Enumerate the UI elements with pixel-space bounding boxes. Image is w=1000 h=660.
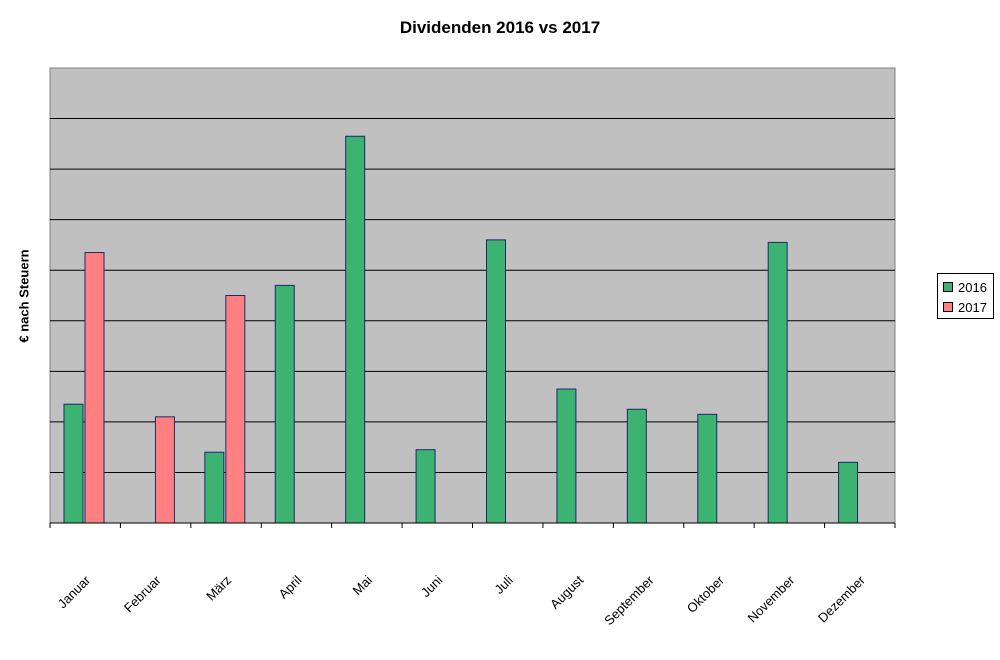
x-tick-label: November — [744, 572, 797, 625]
bar-2016-April — [274, 284, 295, 524]
x-axis-labels: Januar Februar März April Mai Juni Juli August S… — [55, 572, 869, 628]
x-tick-label: August — [547, 572, 586, 611]
x-tick-label: Dezember — [815, 572, 868, 625]
legend-item-2017: 2017 — [943, 297, 993, 317]
x-tick-label: Oktober — [684, 572, 728, 616]
bar-2016-August — [556, 388, 577, 524]
x-axis-ticks — [49, 522, 896, 528]
x-tick-label: Mai — [350, 572, 375, 597]
bar-2016-Oktober — [697, 413, 718, 524]
bar-2017-Februar — [154, 416, 175, 524]
y-axis-label: € nach Steuern — [16, 249, 32, 343]
x-tick-label: Juli — [491, 572, 515, 596]
gridlines — [50, 118, 895, 473]
plot-area — [49, 67, 896, 524]
chart-title: Dividenden 2016 vs 2017 — [399, 18, 601, 37]
bar-2016-Januar — [63, 403, 84, 524]
legend: 2016 2017 — [937, 273, 994, 319]
bar-2016-November — [767, 241, 788, 524]
bar-2016-Dezember — [838, 461, 859, 524]
bars — [63, 135, 859, 524]
legend-label-2017: 2017 — [958, 299, 987, 315]
legend-swatch-2016 — [943, 282, 953, 292]
x-tick-label: Juni — [418, 572, 446, 600]
legend-label-2016: 2016 — [958, 279, 987, 295]
bar-2016-Mai — [345, 135, 366, 524]
bar-2017-März — [225, 295, 246, 524]
bar-2016-September — [626, 408, 647, 524]
x-tick-label: September — [601, 572, 657, 628]
legend-item-2016: 2016 — [943, 277, 993, 297]
bar-2017-Januar — [84, 252, 105, 524]
x-tick-label: März — [203, 573, 234, 604]
x-tick-label: Januar — [55, 572, 94, 611]
bar-2016-März — [204, 451, 225, 524]
bar-2016-Juni — [415, 449, 436, 524]
legend-swatch-2017 — [943, 302, 953, 312]
x-tick-label: April — [276, 572, 305, 601]
bar-2016-Juli — [486, 239, 506, 524]
x-tick-label: Februar — [121, 572, 164, 615]
